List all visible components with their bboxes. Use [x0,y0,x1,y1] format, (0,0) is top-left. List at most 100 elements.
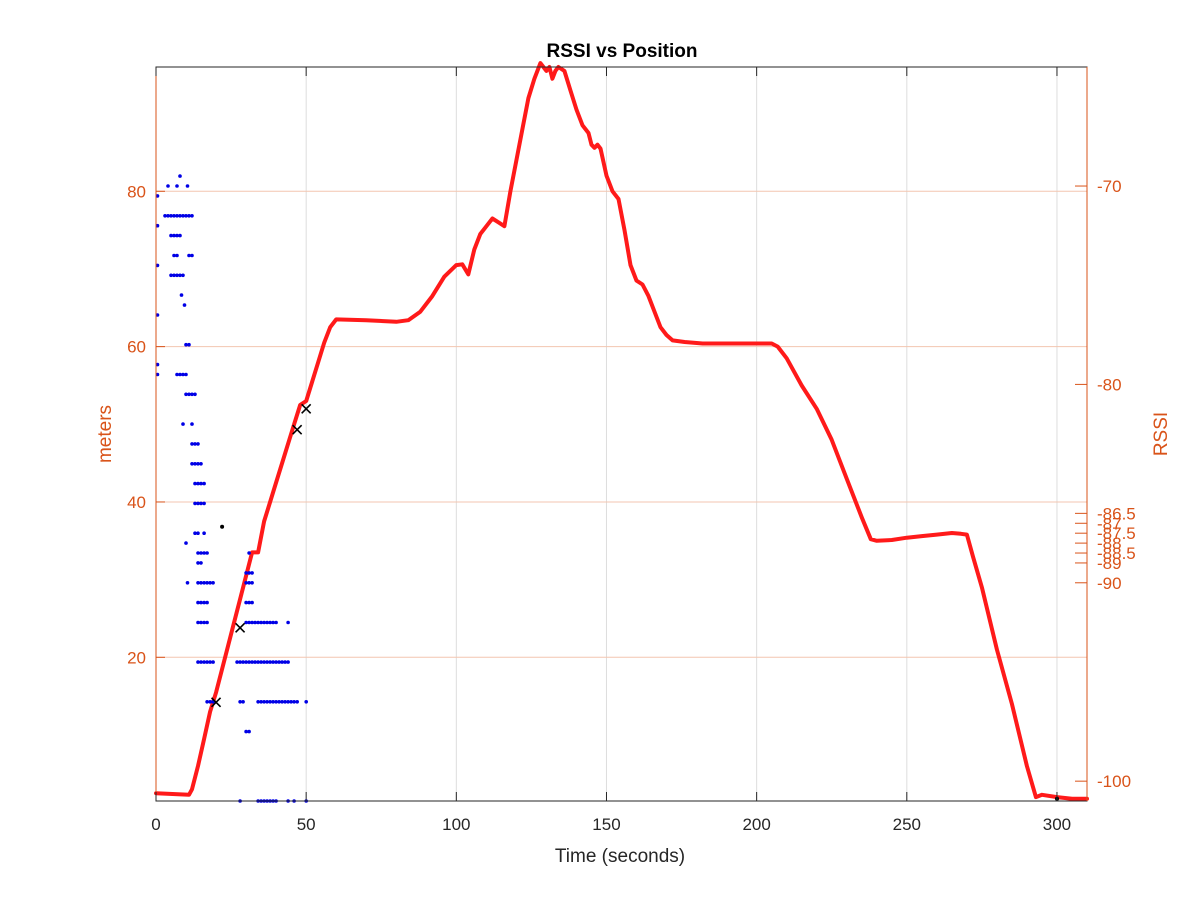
rssi-point [202,481,206,486]
rssi-point [256,620,260,625]
y-axis-right-label: RSSI [1151,412,1172,456]
rssi-point [196,561,200,565]
y-left-tick-label: 20 [127,648,146,667]
rssi-point [169,233,173,238]
rssi-point [190,214,194,218]
rssi-point [286,620,290,625]
rssi-point [155,194,160,198]
rssi-point [211,660,215,664]
rssi-point [184,372,188,377]
black-point [220,524,225,529]
rssi-point [193,392,197,397]
rssi-point [244,571,248,575]
x-marker [210,697,222,708]
rssi-point [193,501,197,506]
rssi-point [187,214,191,218]
rssi-point [250,571,254,575]
rssi-point [181,372,185,377]
rssi-point [199,660,203,664]
rssi-point [208,660,212,664]
rssi-point [247,660,251,664]
rssi-point [283,660,287,664]
rssi-point [211,581,215,585]
rssi-point [262,620,266,625]
grid-layer [156,67,1087,801]
rssi-point [289,700,293,704]
rssi-point [193,442,197,446]
y-right-tick-label: -88 [1097,534,1122,553]
rssi-point [205,551,209,555]
rssi-point [244,660,248,664]
rssi-point [274,620,278,625]
rssi-point [205,620,209,625]
y-right-tick-label: -70 [1097,177,1122,196]
rssi-point [169,214,173,218]
position-line-core [155,61,1087,800]
y-right-tick-label: -88.5 [1097,544,1136,563]
rssi-point [268,700,272,704]
rssi-point [274,660,278,664]
y-axis-left-label: meters [95,405,116,463]
rssi-point [196,581,200,585]
rssi-point [155,223,160,228]
rssi-point [283,700,287,704]
rssi-point [274,700,278,704]
x-marker [301,403,312,414]
rssi-point [250,581,254,585]
x-marker [292,424,303,435]
rssi-point [155,313,160,317]
rssi-point [196,462,200,466]
rssi-point [196,620,200,625]
rssi-point [175,253,179,258]
rssi-point [187,342,191,347]
rssi-point [271,700,275,704]
rssi-point [172,273,176,278]
x-tick-label: 300 [1043,815,1071,834]
rssi-point [286,660,290,664]
rssi-point [247,581,251,585]
rssi-point [166,184,170,188]
rssi-point [179,293,184,297]
rssi-point [155,263,160,268]
rssi-point [271,660,275,664]
rssi-point [259,700,263,704]
rssi-point [196,442,200,446]
rssi-point [175,233,179,238]
rssi-point [265,700,269,704]
x-tick-label: 250 [893,815,921,834]
rssi-point [250,600,254,605]
rssi-point [202,620,206,625]
rssi-point [277,700,281,704]
rssi-point [182,303,187,307]
y-right-tick-label: -89 [1097,554,1122,573]
rssi-point [199,501,203,506]
rssi-point [172,214,176,218]
rssi-point [184,541,188,545]
rssi-point [196,660,200,664]
rssi-point [196,531,200,535]
rssi-point [175,184,179,188]
rssi-point [268,620,272,625]
rssi-point [196,501,200,506]
rssi-point [185,581,190,585]
rssi-point [184,214,188,218]
x-marker [235,622,246,633]
rssi-point [205,660,209,664]
ticks-layer: 0 50 100 150 200 250 300 20 40 60 80 -100 -90-89-88.… [127,67,1136,834]
rssi-point [199,551,203,555]
rssi-point [185,184,190,188]
rssi-point [202,531,206,535]
rssi-point [304,700,309,704]
rssi-point [247,620,251,625]
rssi-point [184,342,188,347]
rssi-point [202,501,206,506]
rssi-point [178,372,182,377]
rssi-point [178,174,182,178]
rssi-point [265,660,269,664]
rssi-point [277,660,281,664]
rssi-point [202,600,206,605]
rssi-point [205,600,209,605]
y-left-tick-label: 60 [127,338,146,357]
